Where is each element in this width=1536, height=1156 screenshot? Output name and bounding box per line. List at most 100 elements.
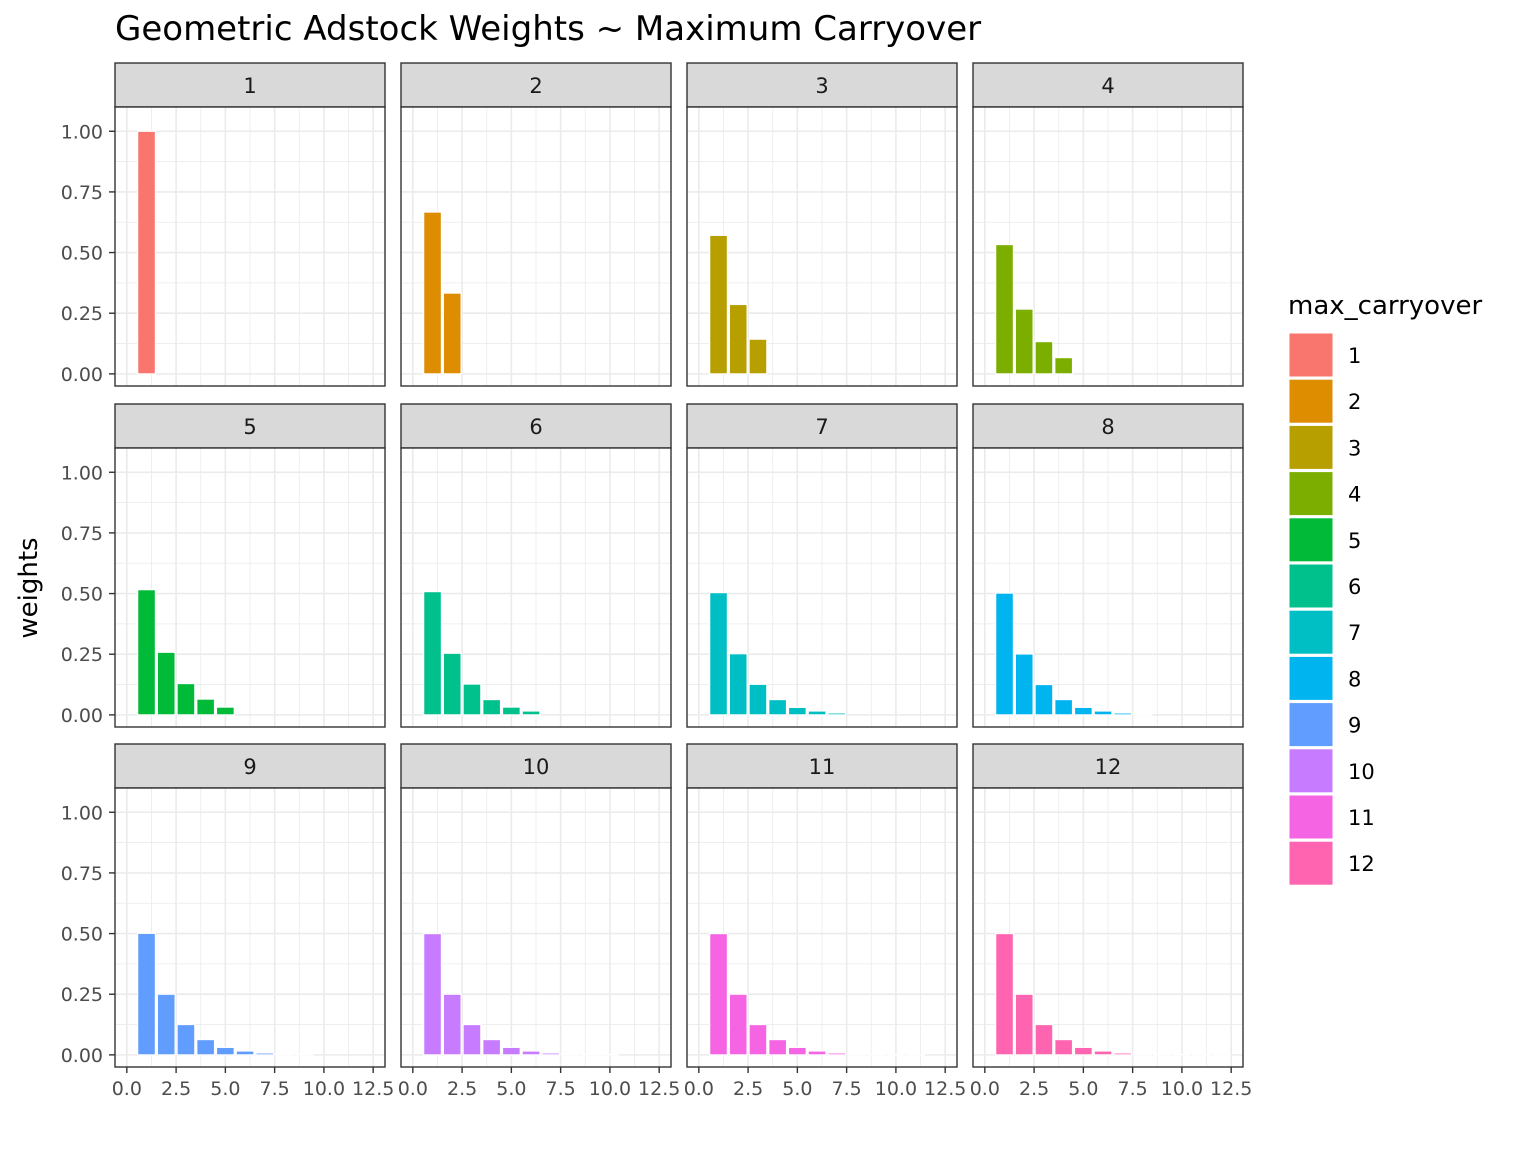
x-tick-label: 2.5 bbox=[1019, 1078, 1049, 1100]
bar bbox=[749, 684, 767, 715]
bar bbox=[1015, 309, 1033, 374]
facet-strip-label: 9 bbox=[243, 755, 256, 779]
y-tick-label: 0.00 bbox=[61, 364, 103, 386]
legend-key bbox=[1289, 518, 1333, 562]
bar bbox=[542, 1053, 560, 1055]
y-tick-label: 0.75 bbox=[61, 863, 103, 885]
bar bbox=[424, 212, 442, 374]
legend-label: 4 bbox=[1348, 483, 1361, 507]
legend-entry-12: 12 bbox=[1289, 841, 1375, 885]
legend-label: 10 bbox=[1348, 760, 1375, 784]
legend-label: 11 bbox=[1348, 806, 1375, 830]
x-tick-label: 2.5 bbox=[447, 1078, 477, 1100]
bar bbox=[729, 994, 747, 1055]
y-tick-label: 1.00 bbox=[61, 462, 103, 484]
y-tick-label: 0.50 bbox=[61, 924, 103, 946]
x-tick-label: 12.5 bbox=[638, 1078, 680, 1100]
legend-label: 3 bbox=[1348, 436, 1361, 460]
facet-strip-label: 7 bbox=[815, 415, 828, 439]
legend-label: 6 bbox=[1348, 575, 1361, 599]
bar bbox=[502, 1047, 520, 1055]
facet-strip-label: 3 bbox=[815, 74, 828, 98]
x-tick-label: 7.5 bbox=[832, 1078, 862, 1100]
bar bbox=[1114, 1053, 1132, 1055]
legend-label: 12 bbox=[1348, 852, 1375, 876]
bar bbox=[996, 934, 1014, 1055]
bar bbox=[808, 711, 826, 715]
bar bbox=[1114, 713, 1132, 715]
facet-panel-8: 8 bbox=[973, 404, 1243, 727]
facet-strip-label: 6 bbox=[529, 415, 542, 439]
x-tick-label: 5.0 bbox=[782, 1078, 812, 1100]
bar bbox=[177, 684, 195, 715]
bar bbox=[483, 700, 501, 715]
bar bbox=[157, 994, 175, 1055]
bar bbox=[197, 699, 215, 715]
legend-entry-1: 1 bbox=[1289, 333, 1361, 377]
y-tick-label: 0.25 bbox=[61, 984, 103, 1006]
x-tick-label: 5.0 bbox=[210, 1078, 240, 1100]
bar bbox=[828, 713, 846, 715]
legend-entry-5: 5 bbox=[1289, 518, 1361, 562]
y-tick-label: 0.25 bbox=[61, 303, 103, 325]
bar bbox=[808, 1051, 826, 1055]
bar bbox=[483, 1040, 501, 1055]
y-tick-label: 0.25 bbox=[61, 644, 103, 666]
legend-label: 1 bbox=[1348, 344, 1361, 368]
facet-strip-label: 12 bbox=[1095, 755, 1122, 779]
y-tick-label: 0.75 bbox=[61, 523, 103, 545]
x-tick-label: 10.0 bbox=[1161, 1078, 1203, 1100]
facet-panel-2: 2 bbox=[401, 63, 671, 386]
x-tick-label: 10.0 bbox=[303, 1078, 345, 1100]
facet-panel-4: 4 bbox=[973, 63, 1243, 386]
bar bbox=[710, 235, 728, 374]
bar bbox=[769, 1040, 787, 1055]
x-tick-label: 0.0 bbox=[970, 1078, 1000, 1100]
bar bbox=[1035, 1025, 1053, 1055]
bar bbox=[769, 700, 787, 715]
bar bbox=[1035, 685, 1053, 715]
chart-title: Geometric Adstock Weights ~ Maximum Carr… bbox=[115, 9, 981, 49]
legend-label: 9 bbox=[1348, 714, 1361, 738]
bar bbox=[848, 1054, 866, 1055]
x-tick-label: 5.0 bbox=[1068, 1078, 1098, 1100]
bar bbox=[424, 934, 442, 1055]
bar bbox=[788, 707, 806, 715]
legend-entry-4: 4 bbox=[1289, 472, 1361, 516]
x-tick-label: 12.5 bbox=[352, 1078, 394, 1100]
facet-panel-5: 50.000.250.500.751.00 bbox=[61, 404, 385, 727]
legend-entry-7: 7 bbox=[1289, 610, 1361, 654]
bar bbox=[749, 1025, 767, 1055]
legend-key bbox=[1289, 610, 1333, 654]
bar bbox=[1134, 714, 1152, 715]
bar bbox=[1035, 342, 1053, 374]
bar bbox=[522, 711, 540, 715]
bar bbox=[1074, 1047, 1092, 1055]
legend-key bbox=[1289, 379, 1333, 423]
bar bbox=[1015, 654, 1033, 715]
legend-entry-11: 11 bbox=[1289, 795, 1375, 839]
y-tick-label: 1.00 bbox=[61, 802, 103, 824]
bar bbox=[463, 684, 481, 715]
legend-entry-9: 9 bbox=[1289, 703, 1361, 747]
x-tick-label: 5.0 bbox=[496, 1078, 526, 1100]
legend-key bbox=[1289, 333, 1333, 377]
facet-strip-label: 8 bbox=[1101, 415, 1114, 439]
bar bbox=[710, 593, 728, 715]
bar bbox=[996, 593, 1014, 715]
bar bbox=[729, 654, 747, 715]
legend-key bbox=[1289, 656, 1333, 700]
bar bbox=[424, 592, 442, 715]
bar bbox=[1055, 1040, 1073, 1055]
legend-label: 7 bbox=[1348, 621, 1361, 645]
legend-title: max_carryover bbox=[1288, 291, 1482, 321]
x-tick-label: 0.0 bbox=[684, 1078, 714, 1100]
x-tick-label: 7.5 bbox=[1118, 1078, 1148, 1100]
bar bbox=[1074, 707, 1092, 715]
y-axis-label: weights bbox=[14, 537, 44, 638]
bar bbox=[1094, 711, 1112, 715]
x-tick-label: 10.0 bbox=[875, 1078, 917, 1100]
